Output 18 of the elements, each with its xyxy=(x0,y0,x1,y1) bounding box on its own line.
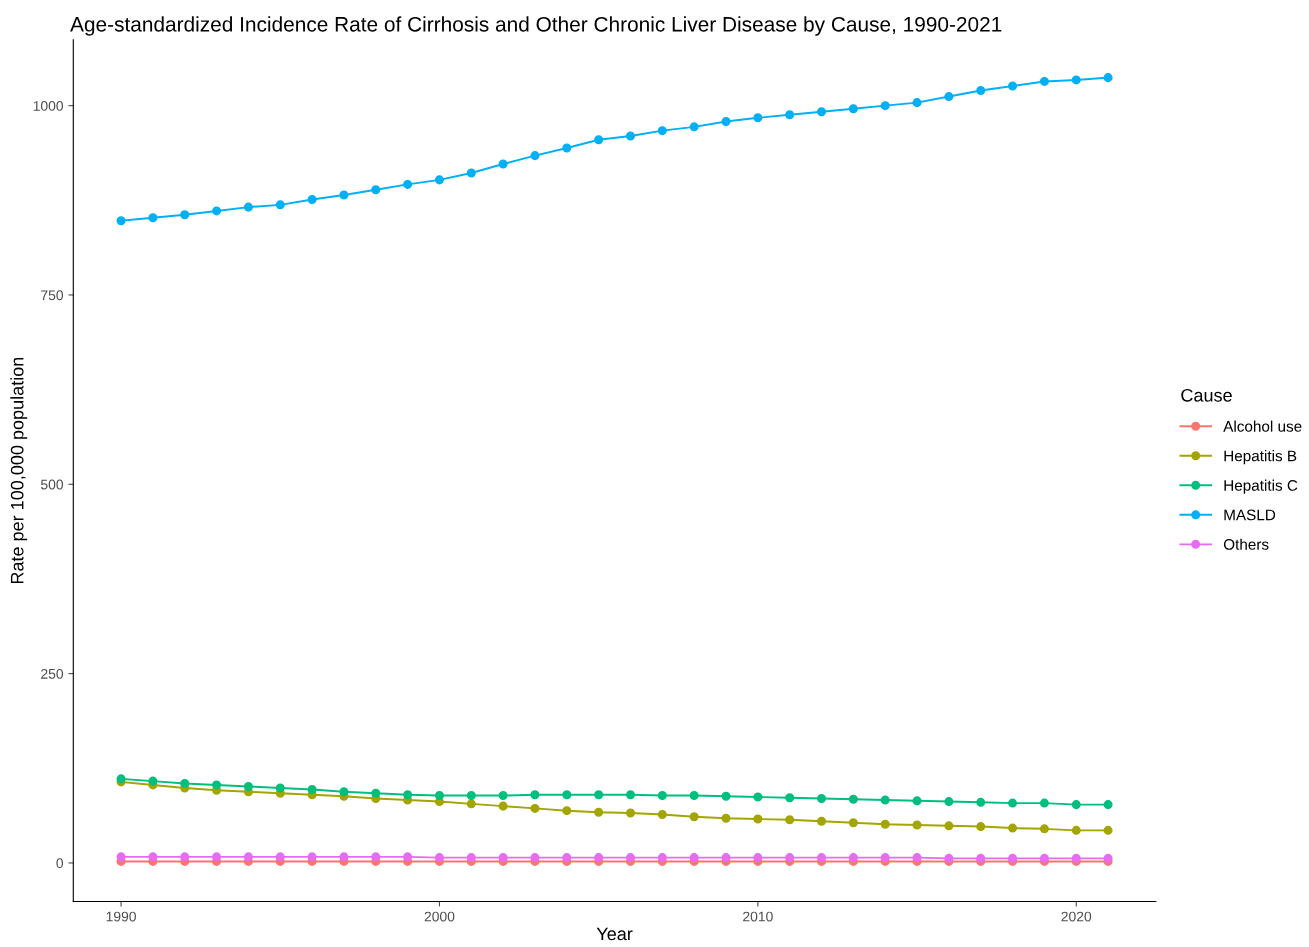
y-tick-label: 0 xyxy=(56,858,64,869)
legend-label: Alcohol use xyxy=(1223,420,1302,432)
legend-label: Hepatitis B xyxy=(1224,450,1297,465)
x-tick-label: 1990 xyxy=(106,911,136,922)
y-tick-label: 1000 xyxy=(33,100,64,111)
legend-label: MASLD xyxy=(1224,509,1276,521)
y-tick-label: 750 xyxy=(41,290,64,301)
legend-title: Cause xyxy=(1181,388,1232,402)
x-tick-label: 2000 xyxy=(424,911,455,922)
x-axis-title: Year xyxy=(596,927,633,941)
chart-title: Age-standardized Incidence Rate of Cirrhosis and Other Chronic Liver Disease by Cause, 1990-2021 xyxy=(70,16,1002,36)
y-tick-label: 500 xyxy=(40,479,64,490)
legend-label: Others xyxy=(1223,538,1269,550)
y-axis-title: Rate per 100,000 population xyxy=(10,357,28,584)
legend-label: Hepatitis C xyxy=(1224,479,1298,494)
x-tick-label: 2020 xyxy=(1061,911,1092,922)
y-tick-label: 250 xyxy=(41,668,64,679)
x-tick-label: 2010 xyxy=(743,911,773,922)
